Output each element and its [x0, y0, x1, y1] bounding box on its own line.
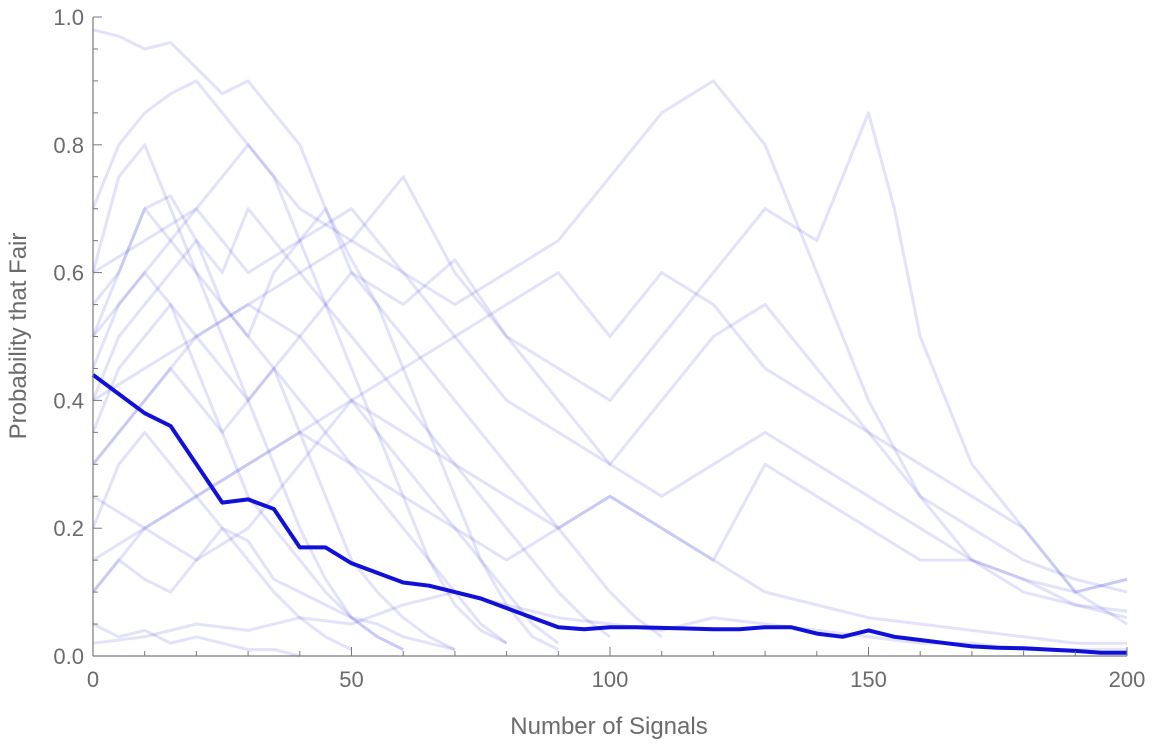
- y-tick-label: 1.0: [53, 5, 84, 30]
- mean-line-group: [91, 373, 1127, 655]
- x-axis-title: Number of Signals: [510, 713, 707, 740]
- simulation-series-line-18: [91, 271, 404, 651]
- simulation-series-line-1: [92, 28, 559, 651]
- simulation-series-line-10: [91, 207, 611, 639]
- x-tick-label: 50: [339, 667, 363, 692]
- y-tick-label: 0.2: [53, 516, 84, 541]
- simulation-series-line-14: [92, 590, 1127, 652]
- simulation-lines: [91, 28, 1128, 658]
- y-tick-label: 0.0: [53, 644, 84, 669]
- simulation-series-line-8: [91, 143, 404, 651]
- y-tick-label: 0.8: [53, 133, 84, 158]
- simulation-series-line-20: [92, 430, 1127, 645]
- simulation-series-line-13: [92, 622, 301, 658]
- simulation-series-line-19: [91, 335, 560, 645]
- simulation-series-line-3: [91, 79, 1128, 620]
- simulation-series-line-16: [91, 207, 663, 639]
- simulation-series-line-6: [92, 207, 1128, 626]
- x-tick-label: 0: [87, 667, 99, 692]
- x-tick-label: 200: [1109, 667, 1146, 692]
- simulation-series-line-4: [92, 111, 1128, 594]
- simulation-series-line-5: [91, 143, 1128, 594]
- x-tick-label: 150: [850, 667, 887, 692]
- mean-series-line: [91, 373, 1127, 655]
- simulation-series-line-7: [91, 398, 1128, 613]
- y-axis-title: Probability that Fair: [5, 233, 32, 440]
- simulation-series-line-15: [91, 526, 456, 652]
- simulation-series-line-9: [91, 194, 456, 651]
- ticks: 0 50 100 150 200 0.0 0.2 0.4 0.6 0.8 1.0: [53, 5, 1145, 692]
- simulation-series-line-2: [91, 79, 508, 645]
- simulation-series-line-11: [91, 430, 353, 651]
- y-tick-label: 0.6: [53, 261, 84, 286]
- y-tick-label: 0.4: [53, 388, 84, 413]
- x-tick-label: 100: [592, 667, 629, 692]
- simulation-series-line-12: [91, 303, 508, 645]
